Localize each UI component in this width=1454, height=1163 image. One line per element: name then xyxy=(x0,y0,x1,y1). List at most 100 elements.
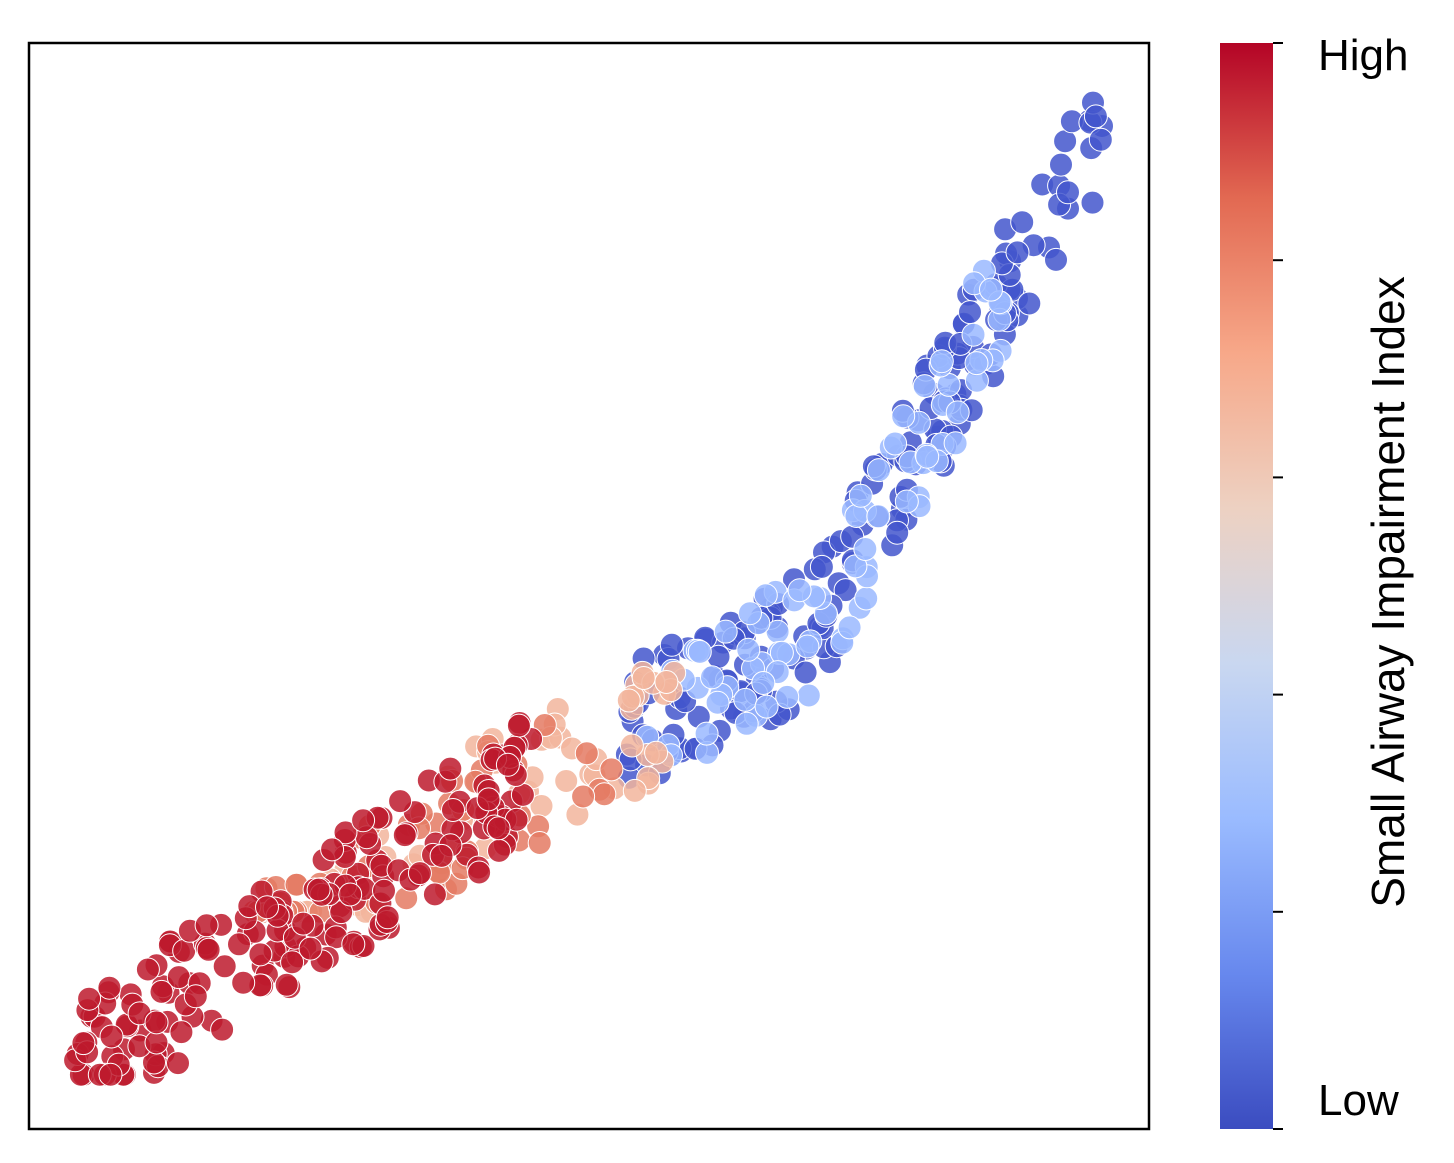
data-point xyxy=(915,444,940,469)
data-point xyxy=(1083,104,1108,129)
colorbar-ticks xyxy=(1273,42,1283,1130)
data-point xyxy=(694,721,719,746)
data-point xyxy=(298,936,323,961)
data-point xyxy=(631,666,656,690)
data-point xyxy=(183,984,208,1009)
data-point xyxy=(837,615,862,640)
data-point xyxy=(854,586,879,611)
data-point xyxy=(961,322,986,347)
data-point xyxy=(438,756,463,781)
colorbar-high-label: High xyxy=(1318,31,1409,80)
data-point xyxy=(372,878,396,903)
data-point xyxy=(255,895,279,920)
data-point xyxy=(144,1010,169,1035)
data-point xyxy=(705,690,730,715)
data-point xyxy=(736,637,761,662)
data-point xyxy=(775,684,800,709)
data-point xyxy=(883,431,908,456)
data-point xyxy=(274,972,299,997)
data-point xyxy=(912,374,937,399)
data-point xyxy=(753,583,778,608)
data-point xyxy=(467,860,492,885)
data-point xyxy=(866,504,891,529)
data-point xyxy=(687,639,712,664)
data-point xyxy=(848,483,873,508)
data-point xyxy=(166,1051,190,1076)
scatter-points xyxy=(63,90,1114,1087)
data-point xyxy=(1044,247,1068,272)
data-point xyxy=(291,911,316,936)
data-point xyxy=(375,905,400,930)
data-point xyxy=(227,932,251,957)
data-point xyxy=(71,1031,96,1056)
data-point xyxy=(1010,210,1035,235)
data-point xyxy=(796,683,821,708)
data-point xyxy=(733,687,758,712)
data-point xyxy=(306,877,331,902)
data-point xyxy=(527,831,552,855)
data-point xyxy=(894,489,919,514)
data-point xyxy=(599,757,624,782)
data-point xyxy=(231,970,256,995)
data-point xyxy=(338,882,363,907)
data-point xyxy=(844,504,869,528)
data-point xyxy=(734,711,759,736)
data-point xyxy=(945,400,970,425)
data-point xyxy=(486,816,511,841)
data-point xyxy=(787,578,812,603)
data-point xyxy=(212,954,237,979)
data-point xyxy=(422,882,447,907)
data-point xyxy=(795,634,820,659)
data-point xyxy=(809,554,834,579)
data-point xyxy=(929,349,954,374)
data-point xyxy=(943,431,968,456)
data-point xyxy=(388,789,413,814)
data-point xyxy=(97,975,122,1000)
data-point xyxy=(169,1020,194,1045)
data-point xyxy=(885,520,910,545)
data-point xyxy=(853,537,878,561)
data-point xyxy=(341,932,366,957)
data-point xyxy=(616,688,641,713)
data-point xyxy=(622,778,647,803)
data-point xyxy=(194,913,219,938)
data-point xyxy=(135,957,160,982)
data-point xyxy=(407,861,432,886)
data-point xyxy=(1080,190,1105,215)
data-point xyxy=(210,1017,235,1042)
data-point xyxy=(99,1024,124,1049)
data-point xyxy=(793,660,818,685)
data-point xyxy=(98,1062,123,1087)
data-point xyxy=(1005,240,1030,265)
data-point xyxy=(659,632,684,657)
data-point xyxy=(619,733,644,758)
data-point xyxy=(248,942,273,967)
data-point xyxy=(592,782,617,807)
data-point xyxy=(149,979,174,1004)
data-point xyxy=(487,838,511,863)
data-point xyxy=(833,578,858,603)
data-point xyxy=(1017,291,1042,316)
data-point xyxy=(506,713,531,738)
data-point xyxy=(713,619,738,644)
data-point xyxy=(351,808,376,833)
data-point xyxy=(495,752,520,777)
data-point xyxy=(1088,127,1113,152)
data-point xyxy=(441,798,465,822)
data-point xyxy=(554,769,579,793)
colorbar-low-label: Low xyxy=(1318,1076,1399,1125)
plot-frame xyxy=(27,41,1151,1131)
data-point xyxy=(654,670,679,694)
data-point xyxy=(891,404,916,429)
data-point xyxy=(866,458,891,483)
data-point xyxy=(738,601,762,626)
data-point xyxy=(144,1030,169,1055)
data-point xyxy=(644,740,669,765)
data-point xyxy=(571,784,596,809)
data-point xyxy=(476,787,501,812)
data-point xyxy=(574,741,599,766)
data-point xyxy=(964,351,989,376)
data-point xyxy=(429,843,454,868)
colorbar-title: Small Airway Impairment Index xyxy=(1362,276,1414,907)
